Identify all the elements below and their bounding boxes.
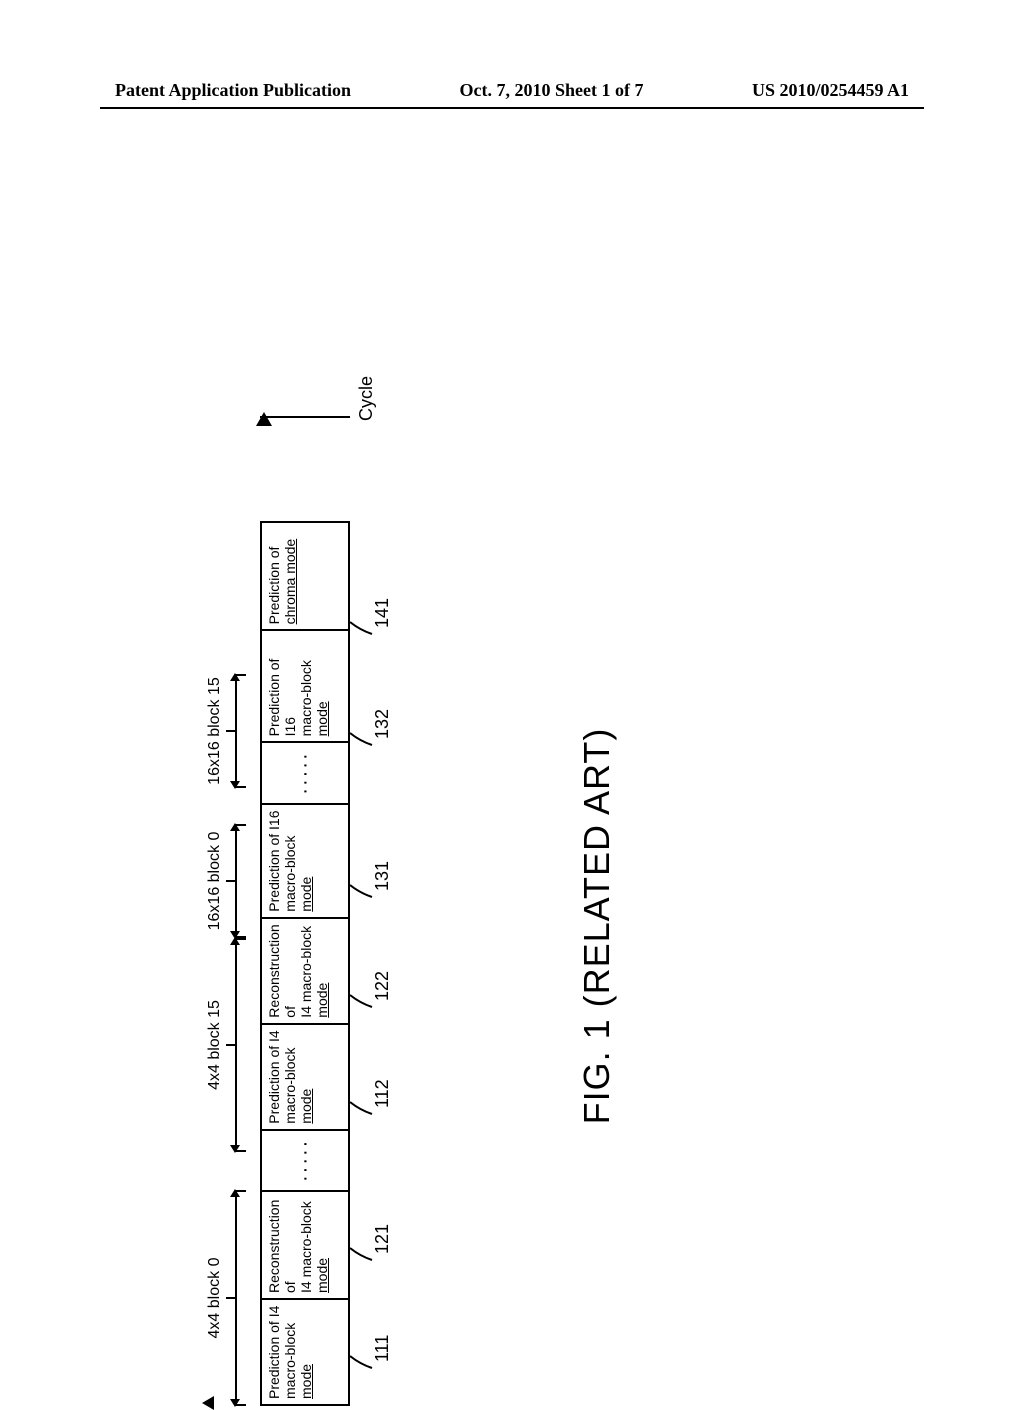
timeline-block: Reconstruction ofI4 macro-blockmode xyxy=(260,1190,350,1298)
ellipsis: ····· xyxy=(260,743,350,802)
timeline-block: Prediction of I4macro-blockmode xyxy=(260,1298,350,1406)
bracket: 16x16 block 0 xyxy=(206,824,246,938)
leader-line xyxy=(350,1350,374,1370)
block-text-line: mode xyxy=(314,636,330,736)
block-text-line: Prediction of I16 xyxy=(266,636,298,736)
block-text-line: mode xyxy=(298,1030,314,1124)
block-text-line: Reconstruction of xyxy=(266,1197,298,1293)
leader-line xyxy=(350,1096,374,1116)
block-text-line: macro-block xyxy=(282,1030,298,1124)
timeline-block: Reconstruction ofI4 macro-blockmode xyxy=(260,917,350,1023)
bracket-label: 16x16 block 15 xyxy=(206,674,224,788)
header-left: Patent Application Publication xyxy=(115,80,351,101)
block-text-line: Prediction of I16 xyxy=(266,810,282,912)
bracket: 4x4 block 15 xyxy=(206,938,246,1152)
header-center: Oct. 7, 2010 Sheet 1 of 7 xyxy=(460,80,644,101)
block-text-line: chroma mode xyxy=(282,528,298,624)
bracket-label: 4x4 block 15 xyxy=(206,938,224,1152)
leader-line xyxy=(350,1242,374,1262)
reference-number: 141 xyxy=(372,598,393,628)
block-text-line: Prediction of I4 xyxy=(266,1030,282,1124)
block-text-line: mode xyxy=(314,924,330,1018)
bracket-label: 4x4 block 0 xyxy=(206,1190,224,1406)
bracket-shape xyxy=(226,1190,246,1406)
block-text-line: macro-block xyxy=(298,636,314,736)
block-text-line: Prediction of xyxy=(266,528,282,624)
ellipsis: ····· xyxy=(260,1131,350,1190)
header-right: US 2010/0254459 A1 xyxy=(752,80,909,101)
bracket-shape xyxy=(226,674,246,788)
block-text-line: I4 macro-block xyxy=(298,1197,314,1293)
header-divider xyxy=(100,107,924,109)
bracket-label: 16x16 block 0 xyxy=(206,824,224,938)
block-text-line: macro-block xyxy=(282,1305,298,1399)
block-text-line: mode xyxy=(314,1197,330,1293)
reference-numbers-row: 111 121 112 122 131 132 141 xyxy=(350,446,400,1406)
timeline-block: Prediction of I16macro-blockmode xyxy=(260,803,350,917)
timeline-block: Prediction of I16macro-blockmode xyxy=(260,629,350,743)
axis-arrow-icon xyxy=(256,412,272,426)
reference-number: 121 xyxy=(372,1224,393,1254)
figure-caption: FIG. 1 (RELATED ART) xyxy=(576,446,618,1406)
axis-label: Cycle xyxy=(356,376,377,421)
timeline-block: Prediction of I4macro-blockmode xyxy=(260,1023,350,1131)
reference-number: 122 xyxy=(372,971,393,1001)
blocks-row: Prediction of I4macro-blockmodeReconstru… xyxy=(260,446,350,1406)
reference-number: 111 xyxy=(372,1335,393,1362)
leader-line xyxy=(350,879,374,899)
reference-number: 112 xyxy=(372,1079,393,1108)
bracket-shape xyxy=(226,938,246,1152)
reference-number: 131 xyxy=(372,861,393,891)
block-text-line: macro-block xyxy=(282,810,298,912)
axis-line xyxy=(260,416,350,418)
bracket: 4x4 block 0 xyxy=(206,1190,246,1406)
block-text-line: mode xyxy=(298,810,314,912)
timeline-block: Prediction ofchroma mode xyxy=(260,521,350,629)
bracket-row: 4x4 block 0 4x4 block 1516x16 block 0 16x1… xyxy=(206,446,260,1406)
block-text-line: Reconstruction of xyxy=(266,924,298,1018)
block-text-line: mode xyxy=(298,1305,314,1399)
block-text-line: Prediction of I4 xyxy=(266,1305,282,1399)
bracket-shape xyxy=(226,824,246,938)
leader-line xyxy=(350,727,374,747)
leader-line xyxy=(350,616,374,636)
block-text-line: I4 macro-block xyxy=(298,924,314,1018)
leader-line xyxy=(350,989,374,1009)
reference-number: 132 xyxy=(372,709,393,739)
bracket: 16x16 block 15 xyxy=(206,674,246,788)
figure-1: 4x4 block 0 4x4 block 1516x16 block 0 16x1… xyxy=(206,446,618,1406)
